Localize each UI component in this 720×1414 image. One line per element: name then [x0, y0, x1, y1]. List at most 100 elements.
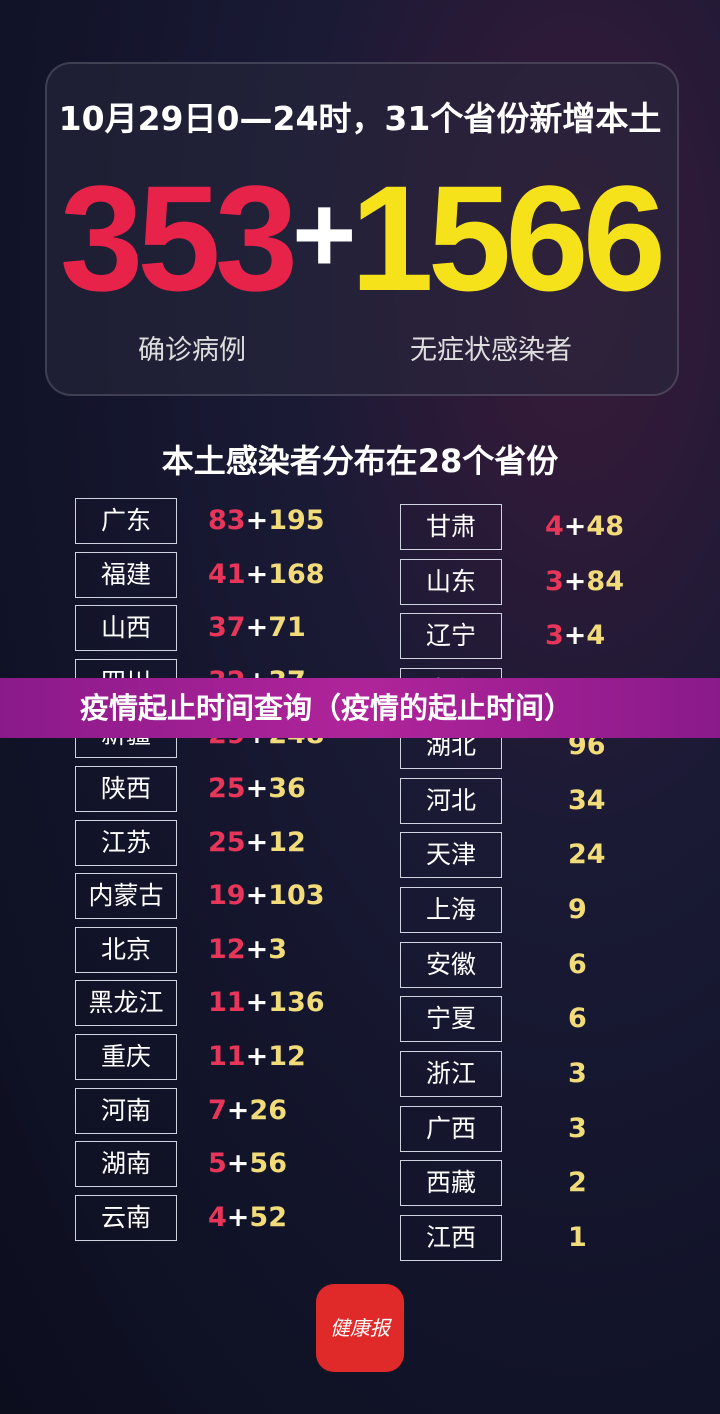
asymptomatic: 12 [268, 826, 306, 858]
asymptomatic-total: 1566 [350, 154, 666, 322]
row-value: 1 [568, 1215, 587, 1261]
province-box: 浙江 [400, 1051, 502, 1097]
province-box: 辽宁 [400, 613, 502, 660]
confirmed: 41 [208, 558, 246, 590]
row-value: 3+84 [545, 559, 624, 605]
section-title: 本土感染者分布在28个省份 [161, 442, 559, 480]
asymptomatic: 168 [268, 558, 325, 590]
province-box: 山西 [75, 605, 177, 652]
asymptomatic: 36 [268, 773, 306, 804]
confirmed: 5 [208, 1148, 227, 1180]
row-value: 3+4 [545, 613, 605, 659]
asymptomatic: 6 [568, 1003, 587, 1035]
asymptomatic: 195 [268, 505, 325, 536]
confirmed: 12 [208, 933, 246, 965]
province-box: 甘肃 [400, 504, 502, 550]
confirmed: 7 [208, 1094, 227, 1126]
confirmed: 4 [208, 1201, 227, 1233]
plus: + [563, 511, 587, 542]
plus: + [245, 826, 269, 858]
banner: 疫情起止时间查询（疫情的起止时间） [0, 678, 720, 738]
province-box: 广西 [400, 1105, 502, 1152]
province-box: 重庆 [75, 1034, 177, 1080]
province-box: 河北 [400, 777, 502, 824]
row-value: 12+3 [208, 927, 287, 973]
asymptomatic: 26 [249, 1094, 287, 1126]
asymptomatic: 9 [568, 893, 587, 925]
row-value: 2 [568, 1160, 587, 1206]
asymptomatic: 2 [568, 1167, 587, 1199]
asymptomatic: 3 [268, 933, 287, 965]
row-value: 3 [568, 1106, 587, 1152]
row-value: 24 [568, 832, 606, 878]
asymptomatic: 3 [568, 1112, 587, 1144]
row-value: 7+26 [208, 1088, 287, 1134]
plus: + [245, 773, 269, 804]
province-box: 江苏 [75, 819, 177, 866]
asymptomatic: 71 [268, 612, 306, 644]
confirmed: 19 [208, 880, 246, 912]
asymptomatic: 52 [249, 1201, 287, 1233]
confirmed: 37 [208, 612, 246, 644]
province-box: 北京 [75, 926, 177, 973]
plus: + [245, 1041, 269, 1072]
asymptomatic: 6 [568, 948, 587, 980]
row-value: 6 [568, 996, 587, 1042]
row-value: 25+36 [208, 766, 306, 812]
row-value: 11+12 [208, 1034, 306, 1080]
asymptomatic: 48 [586, 511, 624, 542]
row-value: 83+195 [208, 498, 325, 544]
asymptomatic: 24 [568, 839, 606, 871]
plus: + [226, 1201, 250, 1233]
province-box: 天津 [400, 832, 502, 879]
row-value: 34 [568, 778, 606, 824]
province-box: 广东 [75, 498, 177, 544]
title: 10月29日0—24时，31个省份新增本土 [58, 99, 662, 138]
row-value: 37+71 [208, 605, 306, 651]
plus: + [563, 620, 587, 652]
plus: + [292, 173, 356, 296]
province-box: 安徽 [400, 941, 502, 988]
province-box: 黑龙江 [75, 980, 177, 1027]
header-card [45, 62, 679, 396]
asymptomatic: 84 [586, 565, 624, 597]
asymptomatic: 34 [568, 784, 606, 816]
province-box: 内蒙古 [75, 873, 177, 920]
confirmed: 11 [208, 987, 246, 1019]
province-box: 河南 [75, 1087, 177, 1134]
confirmed: 4 [545, 511, 564, 542]
row-value: 9 [568, 887, 587, 933]
asymptomatic: 56 [249, 1148, 287, 1180]
confirmed-total: 353 [59, 154, 298, 322]
province-box: 云南 [75, 1194, 177, 1241]
asymptomatic: 103 [268, 880, 325, 912]
confirmed-label: 确诊病例 [138, 335, 246, 366]
asymptomatic-label: 无症状感染者 [410, 335, 572, 366]
asymptomatic: 3 [568, 1058, 587, 1089]
province-box: 湖南 [75, 1141, 177, 1188]
asymptomatic: 12 [268, 1041, 306, 1072]
row-value: 5+56 [208, 1141, 287, 1187]
confirmed: 25 [208, 773, 246, 804]
row-value: 19+103 [208, 873, 325, 919]
row-value: 41+168 [208, 552, 325, 598]
plus: + [245, 612, 269, 644]
confirmed: 3 [545, 620, 564, 652]
confirmed: 83 [208, 505, 246, 536]
plus: + [245, 933, 269, 965]
province-box: 江西 [400, 1215, 502, 1262]
plus: + [245, 880, 269, 912]
row-value: 4+52 [208, 1195, 287, 1241]
plus: + [245, 987, 269, 1019]
asymptomatic: 1 [568, 1222, 587, 1254]
asymptomatic: 4 [586, 620, 606, 652]
totals: 353+1566 [0, 160, 720, 313]
row-value: 4+48 [545, 504, 624, 550]
province-box: 西藏 [400, 1160, 502, 1207]
plus: + [245, 505, 269, 536]
plus: + [226, 1094, 250, 1126]
confirmed: 25 [208, 826, 246, 858]
row-value: 6 [568, 942, 587, 988]
province-box: 宁夏 [400, 996, 502, 1043]
